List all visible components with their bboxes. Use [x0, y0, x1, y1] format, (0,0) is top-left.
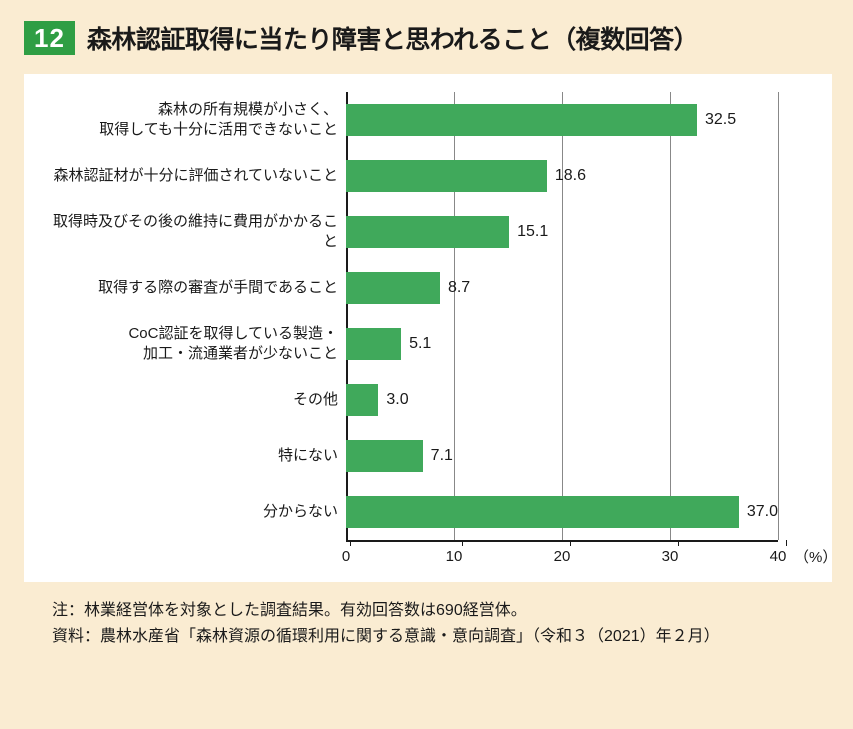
bar: [346, 104, 697, 136]
tick-mark: [570, 540, 571, 546]
tick-mark: [678, 540, 679, 546]
tick-label: 0: [342, 548, 350, 565]
bar: [346, 384, 378, 416]
bar: [346, 272, 440, 304]
x-tick: 20: [562, 540, 579, 565]
source-prefix: 資料：: [52, 624, 100, 650]
bar-track: 32.5: [346, 92, 778, 148]
figure-notes: 注： 林業経営体を対象とした調査結果。有効回答数は690経営体。 資料： 農林水…: [24, 598, 829, 649]
bar-track: 15.1: [346, 204, 778, 260]
category-label: 森林認証材が十分に評価されていないこと: [42, 166, 346, 186]
value-label: 8.7: [448, 279, 470, 297]
category-label: 特にない: [42, 446, 346, 466]
tick-mark: [350, 540, 351, 546]
bar-track: 3.0: [346, 372, 778, 428]
note-line: 注： 林業経営体を対象とした調査結果。有効回答数は690経営体。: [52, 598, 829, 624]
tick-mark: [786, 540, 787, 546]
bar-track: 37.0: [346, 484, 778, 540]
note-prefix: 注：: [52, 598, 84, 624]
category-label: 分からない: [42, 502, 346, 522]
bar: [346, 216, 509, 248]
x-unit-label: （%）: [794, 546, 837, 567]
tick-label: 20: [554, 548, 571, 565]
value-label: 15.1: [517, 223, 548, 241]
x-tick: 10: [454, 540, 471, 565]
chart-row: 森林の所有規模が小さく、取得しても十分に活用できないこと 32.5: [42, 92, 814, 148]
value-label: 3.0: [386, 391, 408, 409]
figure-title: 森林認証取得に当たり障害と思われること（複数回答）: [87, 20, 698, 56]
x-ticks: 010203040（%）: [346, 540, 814, 570]
value-label: 18.6: [555, 167, 586, 185]
category-label: 取得時及びその後の維持に費用がかかること: [42, 212, 346, 253]
chart-row: その他 3.0: [42, 372, 814, 428]
chart-row: CoC認証を取得している製造・加工・流通業者が少ないこと 5.1: [42, 316, 814, 372]
category-label: CoC認証を取得している製造・加工・流通業者が少ないこと: [42, 324, 346, 365]
bar: [346, 160, 547, 192]
x-tick: 40: [778, 540, 795, 565]
bar: [346, 328, 401, 360]
bar-track: 8.7: [346, 260, 778, 316]
bar-track: 5.1: [346, 316, 778, 372]
category-label: その他: [42, 390, 346, 410]
value-label: 5.1: [409, 335, 431, 353]
x-tick: 0: [346, 540, 354, 565]
chart-row: 取得時及びその後の維持に費用がかかること 15.1: [42, 204, 814, 260]
value-label: 32.5: [705, 111, 736, 129]
plot-area: 森林の所有規模が小さく、取得しても十分に活用できないこと 32.5 森林認証材が十分…: [42, 92, 814, 572]
x-tick: 30: [670, 540, 687, 565]
tick-label: 30: [662, 548, 679, 565]
value-label: 37.0: [747, 503, 778, 521]
chart-row: 取得する際の審査が手間であること 8.7: [42, 260, 814, 316]
chart-row: 特にない 7.1: [42, 428, 814, 484]
category-label: 取得する際の審査が手間であること: [42, 278, 346, 298]
category-label: 森林の所有規模が小さく、取得しても十分に活用できないこと: [42, 100, 346, 141]
bar: [346, 440, 423, 472]
tick-label: 10: [446, 548, 463, 565]
tick-label: 40: [770, 548, 787, 565]
bar-track: 18.6: [346, 148, 778, 204]
chart-row: 分からない 37.0: [42, 484, 814, 540]
value-label: 7.1: [431, 447, 453, 465]
tick-mark: [462, 540, 463, 546]
note-text: 林業経営体を対象とした調査結果。有効回答数は690経営体。: [84, 598, 829, 624]
source-text: 農林水産省「森林資源の循環利用に関する意識・意向調査」（令和３（2021）年２月…: [100, 624, 829, 650]
source-line: 資料： 農林水産省「森林資源の循環利用に関する意識・意向調査」（令和３（2021…: [52, 624, 829, 650]
figure-container: 12 森林認証取得に当たり障害と思われること（複数回答） 森林の所有規模が小さく…: [0, 0, 853, 729]
chart-panel: 森林の所有規模が小さく、取得しても十分に活用できないこと 32.5 森林認証材が十分…: [24, 74, 832, 582]
bar-track: 7.1: [346, 428, 778, 484]
figure-number-badge: 12: [24, 21, 75, 55]
bar: [346, 496, 739, 528]
figure-header: 12 森林認証取得に当たり障害と思われること（複数回答）: [24, 20, 829, 56]
chart-row: 森林認証材が十分に評価されていないこと 18.6: [42, 148, 814, 204]
